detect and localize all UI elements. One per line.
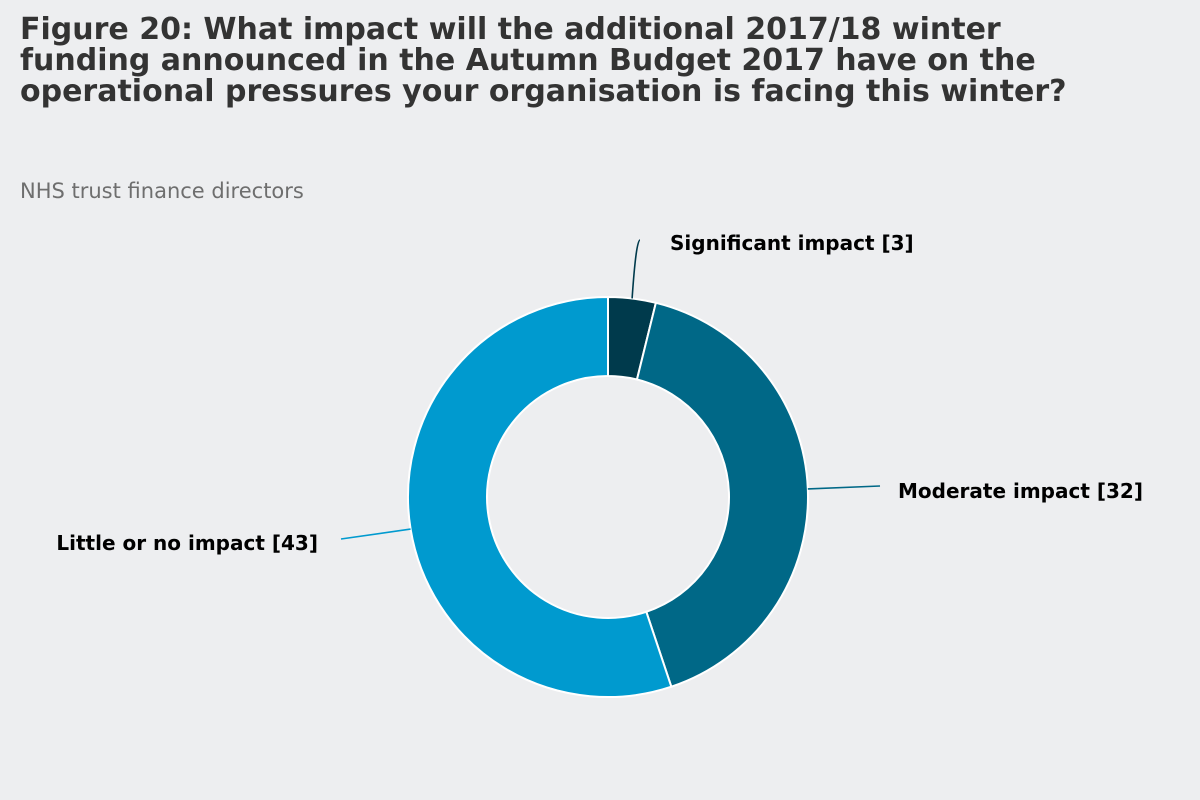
slice-label: Significant impact [3] xyxy=(670,231,914,255)
slice-label: Little or no impact [43] xyxy=(56,531,318,555)
chart-title: Figure 20: What impact will the addition… xyxy=(20,12,1067,109)
slice-moderate-impact xyxy=(635,301,809,688)
chart-subtitle: NHS trust finance directors xyxy=(20,179,304,203)
slice-little-or-no-impact xyxy=(407,295,673,698)
leader-line xyxy=(807,485,881,490)
leader-line xyxy=(340,528,411,540)
donut-slices xyxy=(407,295,809,698)
leader-line xyxy=(631,239,641,299)
slice-labels: Significant impact [3] Moderate impact [3… xyxy=(56,231,1143,555)
slice-label: Moderate impact [32] xyxy=(898,479,1143,503)
label-leader-lines xyxy=(340,239,881,540)
